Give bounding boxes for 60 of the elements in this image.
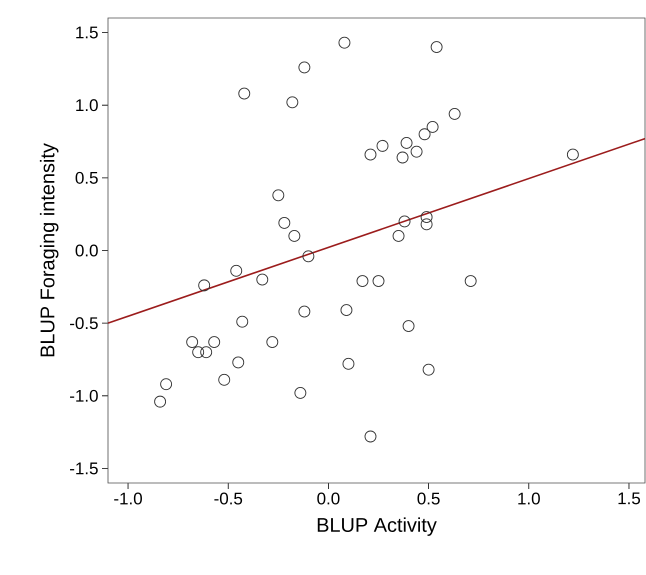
point	[422, 364, 435, 376]
point	[302, 250, 314, 262]
y-tick-label: -0.5	[70, 317, 98, 330]
point	[288, 230, 300, 242]
point	[160, 378, 172, 390]
point	[392, 230, 404, 242]
y-tick-label: -1.0	[70, 390, 98, 402]
x-axis-title: BLUP Activity	[318, 517, 437, 536]
point	[372, 275, 384, 287]
point	[266, 336, 278, 348]
point	[402, 320, 415, 332]
point	[298, 306, 310, 318]
point	[342, 358, 354, 370]
x-tick-label: 0.5	[417, 492, 440, 505]
point	[232, 356, 244, 368]
point	[430, 41, 443, 54]
point	[278, 216, 290, 229]
point	[340, 304, 352, 316]
y-tick-label: 0.0	[76, 244, 98, 256]
y-axis-title: BLUP Foraging intensity	[40, 143, 58, 356]
point	[420, 211, 433, 224]
x-tick-label: 1.0	[518, 492, 540, 505]
point	[426, 121, 439, 133]
point	[238, 88, 250, 100]
point	[192, 346, 204, 358]
x-tick-label: 0.0	[317, 492, 340, 505]
x-tick-label: -0.5	[214, 492, 242, 505]
point	[272, 189, 284, 202]
x-tick-label: -1.0	[114, 492, 142, 505]
point	[420, 218, 433, 230]
point	[294, 386, 306, 399]
point	[154, 396, 166, 408]
point	[376, 140, 388, 152]
point	[208, 336, 220, 348]
point	[198, 279, 210, 292]
point	[186, 336, 198, 348]
point	[418, 128, 431, 140]
y-tick-label: 1.5	[76, 26, 98, 38]
point	[410, 146, 423, 158]
point	[200, 346, 212, 358]
y-tick-label: 0.5	[76, 172, 98, 184]
point	[338, 36, 350, 49]
point	[364, 430, 376, 442]
point	[356, 275, 368, 287]
point	[364, 148, 376, 161]
point	[236, 316, 248, 328]
point	[256, 274, 268, 286]
x-tick-label: 1.5	[618, 492, 640, 504]
point	[464, 275, 477, 287]
y-tick-label: 1.0	[76, 99, 98, 112]
point	[286, 96, 298, 108]
point	[298, 61, 310, 74]
point	[230, 264, 242, 277]
point	[566, 148, 579, 161]
point	[396, 152, 409, 164]
point	[448, 108, 461, 120]
point	[400, 137, 413, 149]
y-tick-label: -1.5	[70, 462, 98, 474]
point	[218, 374, 230, 386]
point	[398, 215, 411, 228]
